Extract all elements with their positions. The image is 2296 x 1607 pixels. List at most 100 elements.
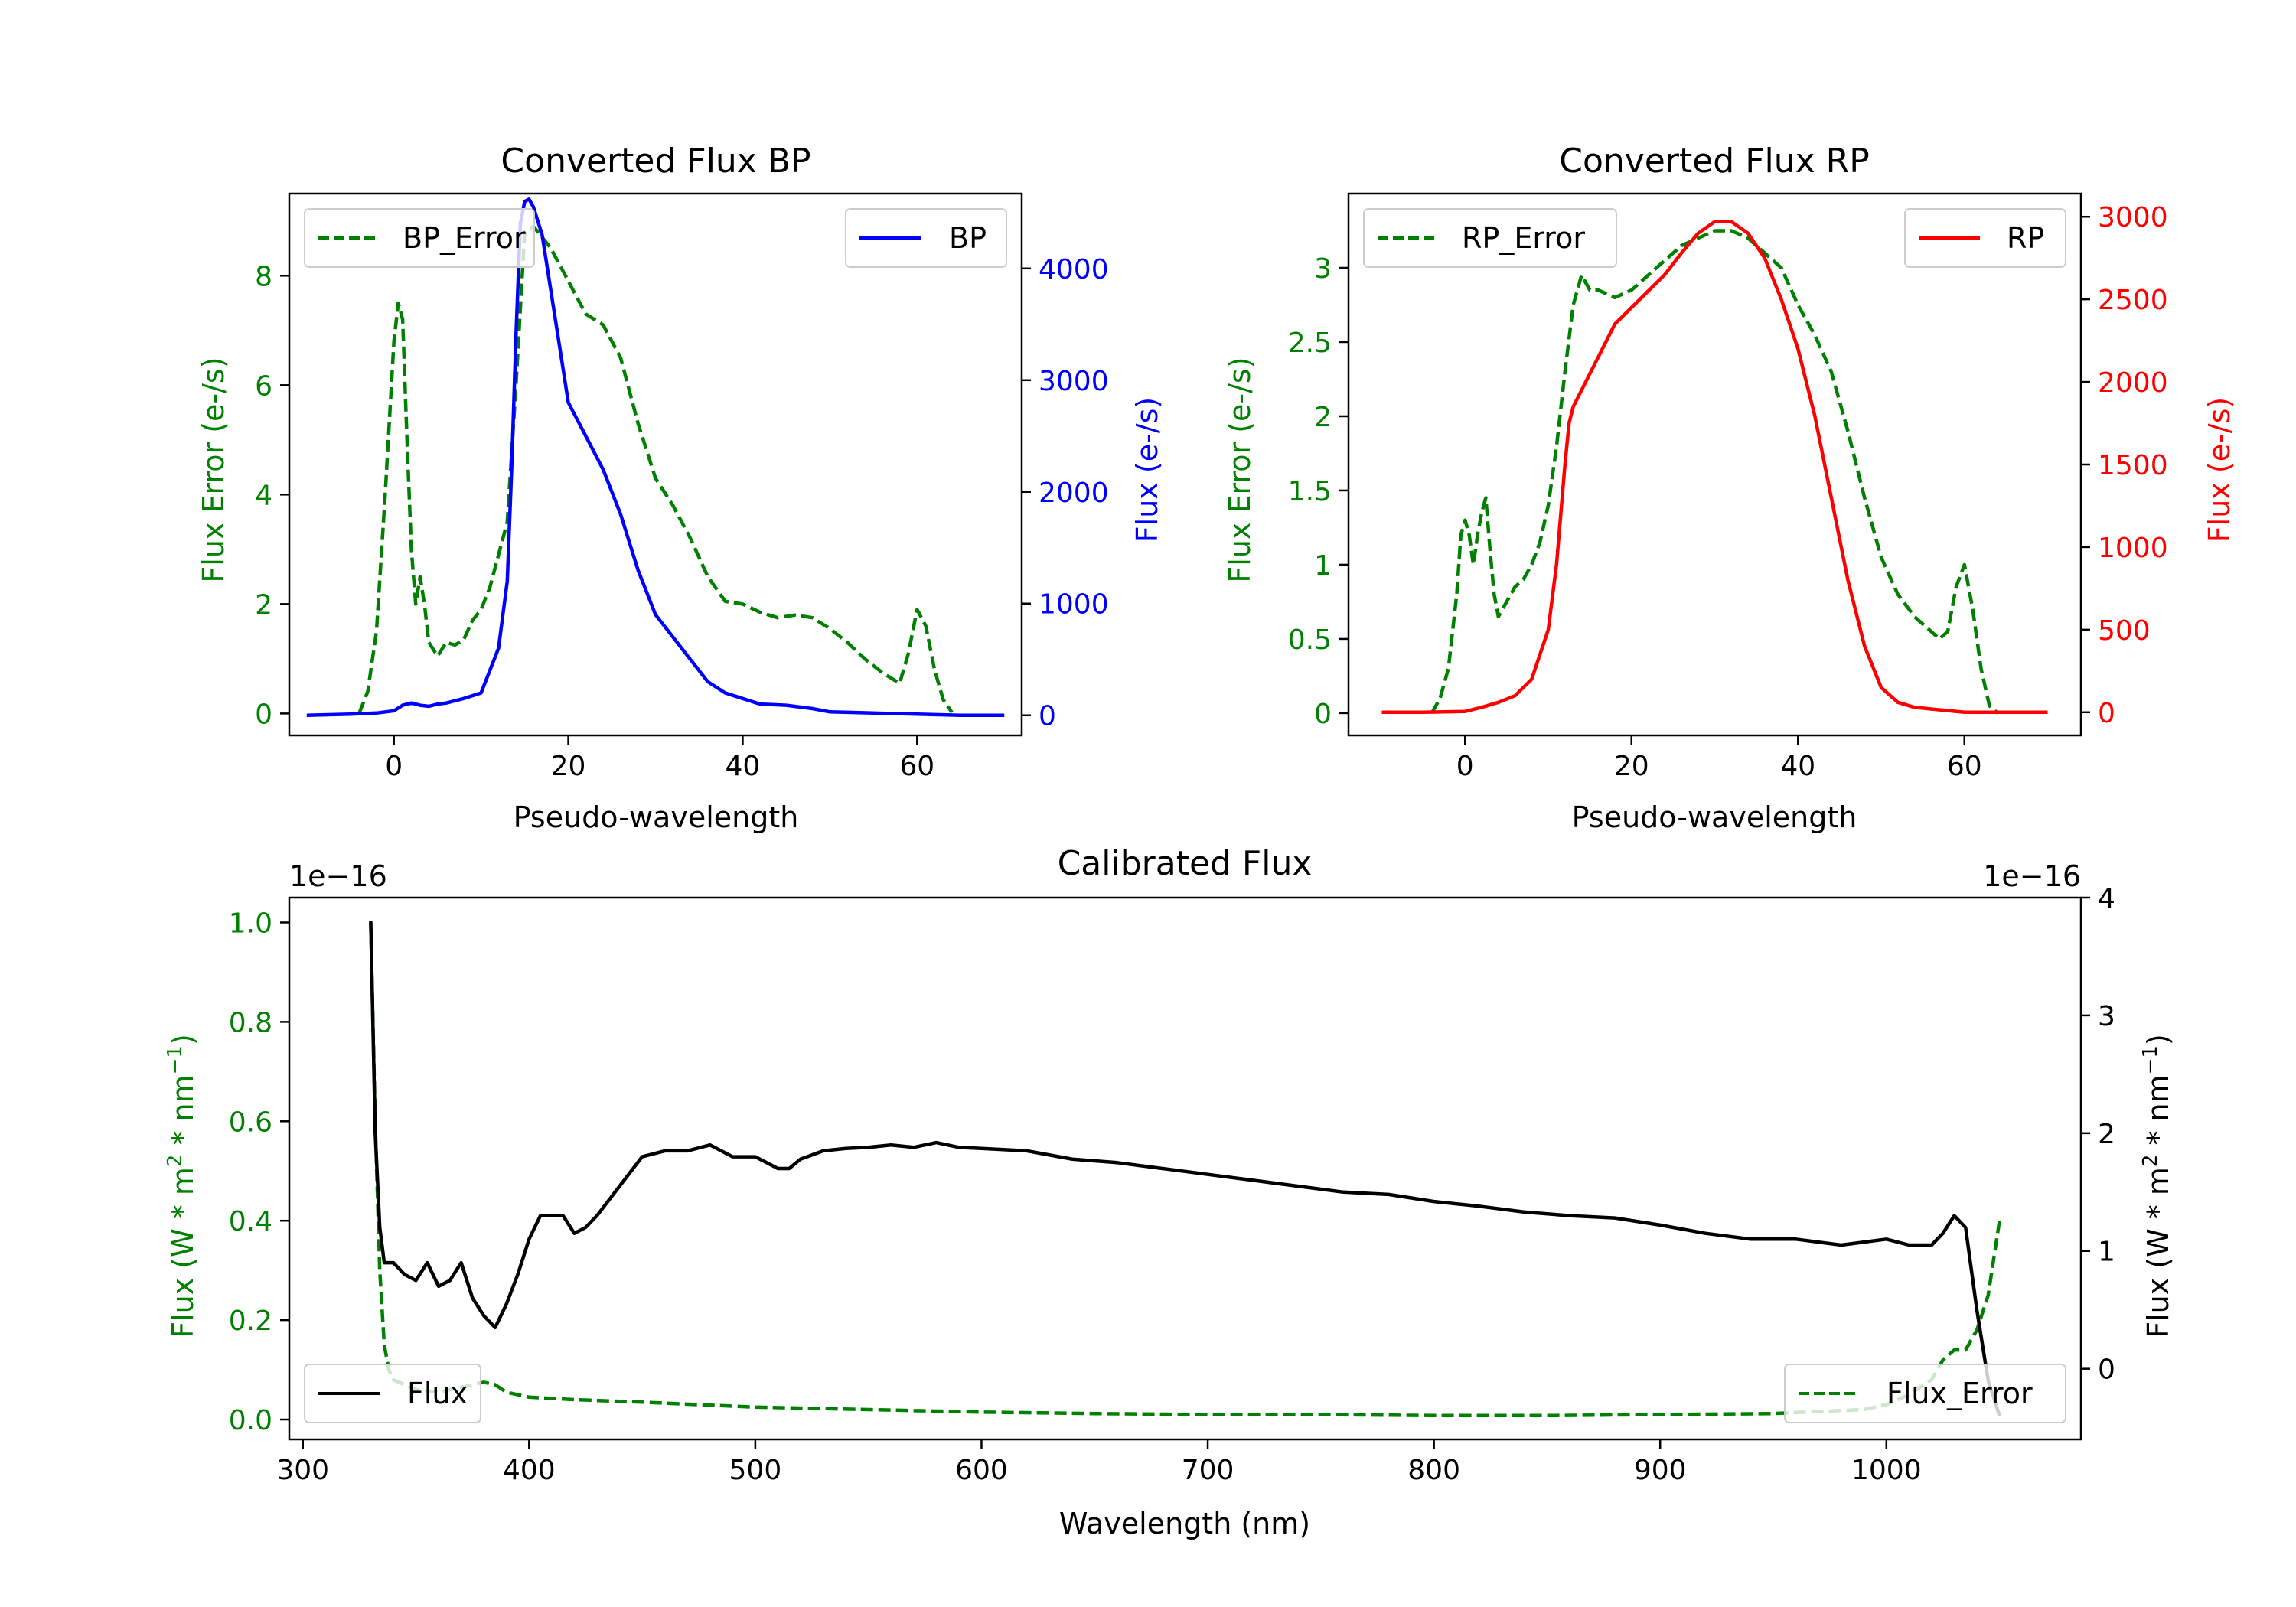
rp-legend-right: RP — [1904, 208, 2066, 268]
cal-ylabel-left-a: Flux (W * m — [166, 1167, 200, 1338]
bp-ytick-right-label: 3000 — [1039, 366, 1109, 397]
bp-xtick-label: 60 — [899, 751, 934, 782]
cal-offset-right: 1e−16 — [1983, 859, 2081, 893]
bp-ytick-right-label: 4000 — [1039, 254, 1109, 285]
rp-legend-left-label: RP_Error — [1462, 221, 1585, 255]
cal-xtick-label: 500 — [729, 1455, 782, 1486]
cal-ytick-right-label: 4 — [2098, 883, 2115, 914]
bp-legend-right: BP — [845, 208, 1007, 268]
cal-xlabel: Wavelength (nm) — [1059, 1507, 1310, 1540]
cal-ytick-left-label: 1.0 — [229, 908, 272, 939]
cal-plot-frame — [288, 896, 2082, 1441]
cal-ylabel-right-a: Flux (W * m — [2141, 1167, 2175, 1338]
rp-ytick-right-label: 2500 — [2098, 285, 2168, 316]
bp-legend-right-box — [845, 208, 1007, 268]
rp-legend-left: RP_Error — [1363, 208, 1617, 268]
rp-xtick-label: 40 — [1780, 751, 1815, 782]
rp-ytick-left-label: 1 — [1314, 550, 1332, 582]
bp-ytick-left-label: 6 — [255, 370, 272, 402]
cal-xtick-label: 800 — [1407, 1455, 1460, 1486]
bp-ytick-right-label: 1000 — [1039, 589, 1109, 621]
bp-legend-left: BP_Error — [304, 208, 535, 268]
bp-plot-frame — [288, 192, 1023, 737]
rp-legend-right-label: RP — [2007, 221, 2044, 255]
cal-ytick-right-label: 0 — [2098, 1354, 2115, 1386]
rp-ytick-left-label: 3 — [1314, 253, 1332, 285]
cal-offset-left: 1e−16 — [289, 859, 387, 893]
rp-ytick-right-label: 500 — [2098, 615, 2151, 647]
bp-ytick-left-label: 8 — [255, 261, 272, 292]
bp-legend-left-box — [304, 208, 535, 268]
cal-series-flux — [369, 921, 2001, 1416]
cal-ytick-left-label: 0.6 — [229, 1107, 272, 1138]
cal-ylabel-right-sup1: 2 — [2139, 1155, 2162, 1168]
bp-ytick-right-label: 0 — [1039, 701, 1056, 732]
cal-ylabel-left: Flux (W * m2 * nm−1) — [164, 1034, 200, 1338]
cal-xtick-label: 1000 — [1851, 1455, 1922, 1486]
bp-xtick-label: 40 — [726, 751, 761, 782]
cal-ylabel-right-c: ) — [2141, 1034, 2175, 1045]
cal-ytick-left-label: 0.0 — [229, 1405, 272, 1436]
bp-ytick-right-label: 2000 — [1039, 478, 1109, 509]
cal-ytick-left-label: 0.2 — [229, 1305, 272, 1337]
rp-legend-left-box — [1363, 208, 1617, 268]
bp-xtick-label: 0 — [385, 751, 403, 782]
subplot-calibrated: Calibrated Flux Wavelength (nm) 1e−16 1e… — [164, 844, 2175, 1540]
rp-xtick-label: 20 — [1614, 751, 1649, 782]
cal-legend-left: Flux — [304, 1364, 481, 1423]
cal-legend-right-label: Flux_Error — [1887, 1377, 2033, 1410]
bp-ytick-left-label: 2 — [255, 589, 272, 621]
cal-ylabel-right-sup2: −1 — [2139, 1045, 2162, 1074]
rp-ytick-right-label: 1000 — [2098, 533, 2168, 564]
cal-xtick-label: 300 — [276, 1455, 329, 1486]
rp-ytick-right-label: 0 — [2098, 698, 2115, 729]
rp-xtick-label: 60 — [1947, 751, 1982, 782]
rp-ylabel-right: Flux (e-/s) — [2203, 397, 2236, 543]
bp-ytick-left-label: 4 — [255, 480, 272, 511]
rp-xtick-label: 0 — [1456, 751, 1474, 782]
rp-ylabel-left: Flux Error (e-/s) — [1223, 357, 1257, 582]
cal-legend-left-label: Flux — [407, 1377, 468, 1410]
cal-ylabel-left-sup1: 2 — [164, 1155, 187, 1168]
cal-ylabel-left-c: ) — [166, 1034, 200, 1045]
rp-ytick-right-label: 2000 — [2098, 367, 2168, 399]
cal-ytick-right-label: 3 — [2098, 1001, 2115, 1032]
rp-title: Converted Flux RP — [1559, 142, 1870, 181]
rp-xlabel: Pseudo-wavelength — [1572, 800, 1857, 834]
cal-xtick-label: 900 — [1634, 1455, 1687, 1486]
rp-plot-frame — [1347, 192, 2082, 737]
cal-ylabel-right: Flux (W * m2 * nm−1) — [2139, 1034, 2175, 1338]
rp-ytick-left-label: 2.5 — [1288, 328, 1332, 359]
rp-legend-right-box — [1904, 208, 2066, 268]
cal-legend-left-box — [304, 1364, 481, 1423]
cal-xtick-label: 600 — [955, 1455, 1008, 1486]
bp-series-bp — [306, 197, 1005, 717]
rp-ytick-right-label: 3000 — [2098, 202, 2168, 233]
rp-ytick-left-label: 1.5 — [1288, 476, 1332, 507]
bp-ytick-left-label: 0 — [255, 699, 272, 730]
bp-title: Converted Flux BP — [501, 142, 810, 181]
cal-ytick-left-label: 0.8 — [229, 1007, 272, 1038]
rp-series-rp — [1381, 220, 2048, 715]
cal-xtick-label: 400 — [503, 1455, 556, 1486]
cal-legend-right-box — [1784, 1364, 2066, 1423]
bp-xlabel: Pseudo-wavelength — [514, 800, 799, 834]
subplot-bp: Converted Flux BP Pseudo-wavelength Flux… — [197, 142, 1164, 834]
cal-title: Calibrated Flux — [1058, 844, 1313, 883]
bp-legend-left-label: BP_Error — [403, 221, 526, 255]
rp-ytick-right-label: 1500 — [2098, 450, 2168, 481]
rp-ytick-left-label: 0 — [1314, 699, 1332, 730]
rp-ytick-left-label: 0.5 — [1288, 624, 1332, 656]
cal-ytick-left-label: 0.4 — [229, 1206, 272, 1237]
cal-ylabel-left-sup2: −1 — [164, 1045, 187, 1074]
cal-xtick-label: 700 — [1182, 1455, 1234, 1486]
bp-legend-right-label: BP — [949, 221, 987, 255]
cal-ytick-right-label: 2 — [2098, 1119, 2115, 1150]
cal-ytick-right-label: 1 — [2098, 1237, 2115, 1268]
cal-legend-right: Flux_Error — [1784, 1364, 2066, 1423]
rp-series-rp-error — [1430, 229, 1999, 715]
bp-xtick-label: 20 — [551, 751, 586, 782]
cal-ylabel-left-b: * nm — [166, 1074, 200, 1154]
cal-ylabel-right-b: * nm — [2141, 1074, 2175, 1154]
